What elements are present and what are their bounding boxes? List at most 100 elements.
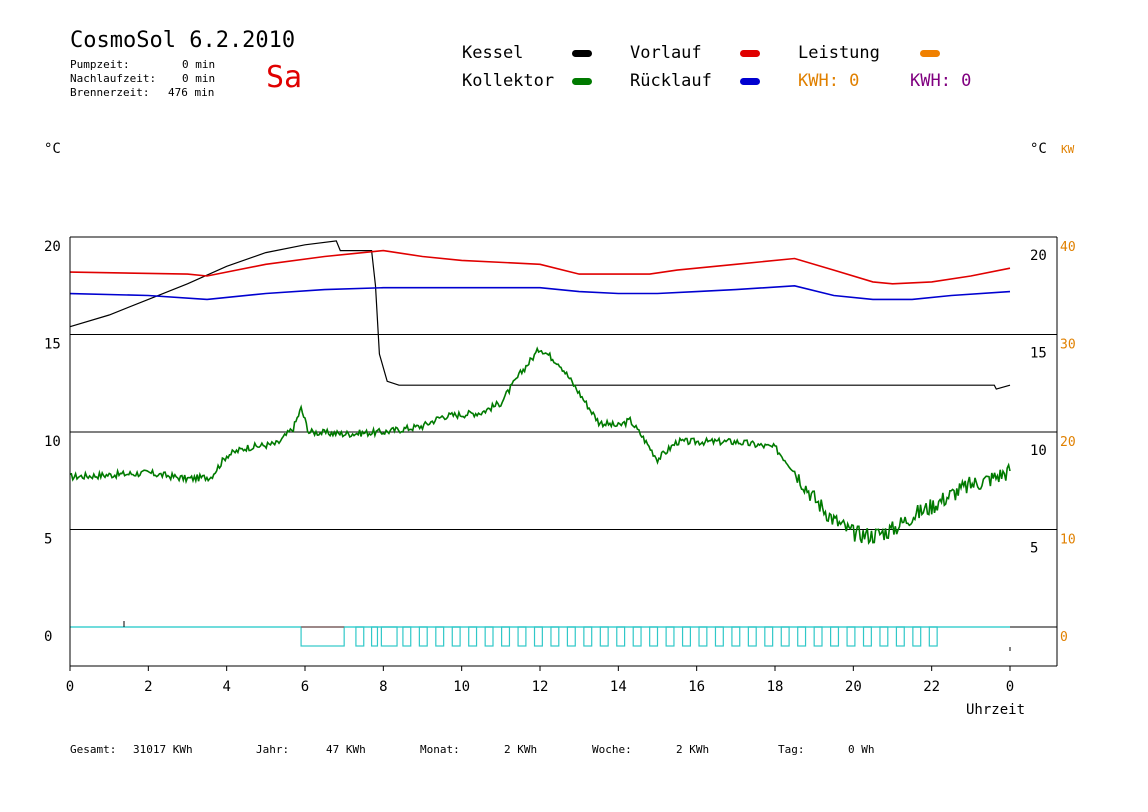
footer-value-woche: 2 KWh — [676, 743, 710, 756]
x-tick-label: 16 — [688, 679, 705, 695]
y-tick-label-left: 5 — [44, 532, 52, 548]
pump-on-interval — [550, 626, 560, 647]
x-tick-label: 22 — [923, 679, 940, 695]
y-tick-label-left: 15 — [44, 337, 61, 353]
x-tick-label: 4 — [222, 679, 230, 695]
x-tick-label: 0 — [1006, 679, 1014, 695]
pump-on-interval — [300, 626, 345, 647]
chart-axes: 20 15 10 5 0 20 15 10 5 40 30 20 10 0 0 2 4 6 8 10 12 14 16 18 2… — [44, 237, 1076, 718]
y-tick-label-right-kw: 40 — [1060, 240, 1076, 255]
kwh-total-secondary: KWH: 0 — [910, 71, 972, 91]
y-tick-label-right-celsius: 10 — [1030, 443, 1047, 459]
footer-label-gesamt: Gesamt: — [70, 743, 117, 756]
pump-on-interval — [928, 626, 938, 647]
x-tick-label: 6 — [301, 679, 309, 695]
kwh-total-leistung: KWH: 0 — [798, 71, 860, 91]
pump-on-interval — [698, 626, 708, 647]
series-line-ruecklauf — [69, 284, 1011, 301]
series-line-kessel — [69, 240, 1011, 390]
left-axis-unit: °C — [44, 141, 61, 157]
pump-on-interval — [370, 626, 379, 647]
pump-on-interval — [355, 626, 365, 647]
right-axis-unit-kw: KW — [1061, 143, 1075, 156]
footer-label-jahr: Jahr: — [256, 743, 290, 756]
series-line-kollektor — [69, 346, 1011, 546]
footer-label-monat: Monat: — [420, 743, 460, 756]
legend-label-kessel: Kessel — [462, 43, 524, 63]
x-tick-label: 14 — [610, 679, 627, 695]
y-tick-label-right-kw: 30 — [1060, 338, 1076, 353]
weekday-label: Sa — [266, 60, 303, 95]
legend-label-kollektor: Kollektor — [462, 71, 555, 91]
y-tick-label-left: 20 — [44, 239, 61, 255]
pump-on-interval — [912, 626, 922, 647]
pump-on-interval — [747, 626, 757, 647]
pump-on-interval — [484, 626, 494, 647]
pump-on-interval — [517, 626, 527, 647]
pump-on-interval — [780, 626, 790, 647]
pump-on-interval — [468, 626, 478, 647]
y-tick-label-right-celsius: 5 — [1030, 541, 1038, 557]
chart-grid — [70, 236, 1057, 530]
legend-label-ruecklauf: Rücklauf — [630, 71, 712, 91]
y-tick-label-right-kw: 20 — [1060, 435, 1076, 450]
x-tick-label: 10 — [453, 679, 470, 695]
pump-on-interval — [501, 626, 511, 647]
legend-swatch-kessel — [572, 50, 592, 57]
stat-label-nachlaufzeit: Nachlaufzeit: — [70, 72, 157, 85]
x-tick-label: 18 — [767, 679, 784, 695]
y-tick-label-right-kw: 10 — [1060, 533, 1076, 548]
pump-on-interval — [649, 626, 659, 647]
legend-swatch-leistung — [920, 50, 940, 57]
x-tick-label: 20 — [845, 679, 862, 695]
legend-label-leistung: Leistung — [798, 43, 880, 63]
pump-on-interval — [731, 626, 741, 647]
y-tick-label-right-celsius: 20 — [1030, 248, 1047, 264]
footer-value-tag: 0 Wh — [848, 743, 875, 756]
footer-value-jahr: 47 KWh — [326, 743, 366, 756]
pump-on-interval — [681, 626, 691, 647]
stat-value-pumpzeit: 0 min — [182, 58, 216, 71]
pump-on-interval — [435, 626, 445, 647]
pump-on-interval — [599, 626, 609, 647]
pump-on-interval — [418, 626, 428, 647]
footer-label-tag: Tag: — [778, 743, 805, 756]
footer-value-gesamt: 31017 KWh — [133, 743, 193, 756]
legend-swatch-vorlauf — [740, 50, 760, 57]
pump-on-interval — [402, 626, 412, 647]
pump-on-interval — [862, 626, 872, 647]
pump-on-interval — [616, 626, 626, 647]
pump-on-interval — [895, 626, 905, 647]
pump-on-interval — [714, 626, 724, 647]
y-tick-label-left: 0 — [44, 629, 52, 645]
right-axis-unit-celsius: °C — [1030, 141, 1047, 157]
x-axis-label: Uhrzeit — [966, 702, 1025, 718]
footer-label-woche: Woche: — [592, 743, 632, 756]
pump-on-interval — [813, 626, 823, 647]
chart-series — [69, 240, 1011, 546]
pump-bar-row — [70, 621, 1011, 651]
legend-swatch-kollektor — [572, 78, 592, 85]
stat-value-nachlaufzeit: 0 min — [182, 72, 216, 85]
chart-title: CosmoSol 6.2.2010 — [70, 28, 296, 53]
stat-value-brennerzeit: 476 min — [168, 86, 215, 99]
pump-on-interval — [764, 626, 774, 647]
stat-label-brennerzeit: Brennerzeit: — [70, 86, 150, 99]
y-tick-label-left: 10 — [44, 434, 61, 450]
pump-on-interval — [533, 626, 543, 647]
footer-value-monat: 2 KWh — [504, 743, 538, 756]
x-tick-label: 2 — [144, 679, 152, 695]
stat-label-pumpzeit: Pumpzeit: — [70, 58, 130, 71]
legend-label-vorlauf: Vorlauf — [630, 43, 702, 63]
pump-on-interval — [380, 626, 398, 647]
pump-on-interval — [665, 626, 675, 647]
legend-swatch-ruecklauf — [740, 78, 760, 85]
pump-on-interval — [566, 626, 576, 647]
x-tick-label: 0 — [66, 679, 74, 695]
pump-on-interval — [846, 626, 856, 647]
pump-on-interval — [830, 626, 840, 647]
x-tick-label: 12 — [532, 679, 549, 695]
pump-on-interval — [879, 626, 889, 647]
pump-on-interval — [632, 626, 642, 647]
